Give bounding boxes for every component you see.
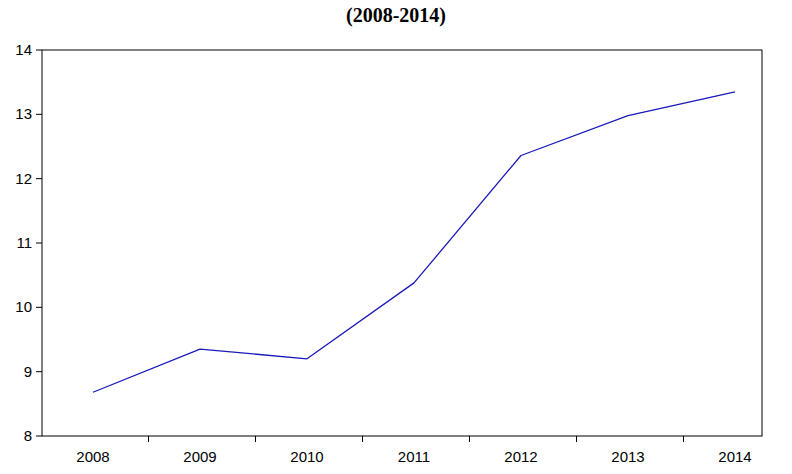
y-tick-label: 9 — [24, 363, 32, 380]
y-tick — [36, 178, 42, 179]
x-tick-label: 2011 — [398, 448, 430, 465]
y-tick — [36, 371, 42, 372]
chart-container: (2008-2014) 8 9 10 11 12 13 14 2008 2009 2010 2011 2… — [0, 0, 792, 474]
x-tick-label: 2014 — [718, 448, 751, 465]
x-tick-label: 2013 — [611, 448, 644, 465]
data-line — [93, 92, 735, 392]
x-tick — [362, 436, 363, 442]
y-tick — [36, 307, 42, 308]
chart-svg: (2008-2014) 8 9 10 11 12 13 14 2008 2009 2010 2011 2… — [0, 0, 792, 474]
x-tick — [576, 436, 577, 442]
x-tick-label: 2009 — [183, 448, 216, 465]
x-tick — [148, 436, 149, 442]
y-tick — [36, 436, 42, 437]
y-tick-label: 8 — [24, 427, 32, 444]
plot-area — [93, 92, 735, 392]
x-tick-label: 2010 — [290, 448, 323, 465]
y-tick-label: 13 — [15, 105, 32, 122]
plot-frame — [42, 50, 762, 436]
x-tick — [255, 436, 256, 442]
x-tick — [469, 436, 470, 442]
y-tick-label: 10 — [15, 298, 32, 315]
y-tick-label: 11 — [16, 234, 32, 251]
y-tick-label: 12 — [15, 170, 32, 187]
x-tick — [683, 436, 684, 442]
chart-title: (2008-2014) — [346, 4, 446, 27]
y-tick — [36, 243, 42, 244]
y-tick — [36, 50, 42, 51]
x-tick-label: 2008 — [76, 448, 109, 465]
y-tick — [36, 114, 42, 115]
y-tick-label: 14 — [15, 41, 32, 58]
x-tick-label: 2012 — [504, 448, 537, 465]
